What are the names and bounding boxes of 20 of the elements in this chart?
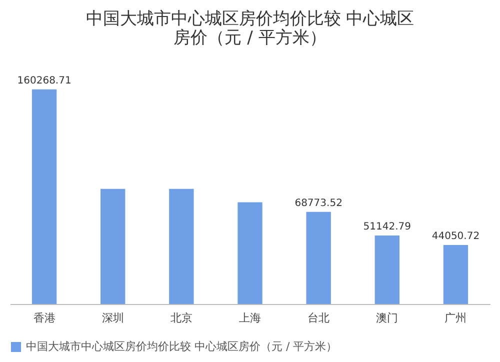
- data-label: 160268.71: [17, 75, 72, 86]
- bar: [374, 236, 400, 304]
- bar: [169, 188, 194, 304]
- bar: [100, 188, 126, 304]
- chart-title: 中国大城市中心城区房价均价比较 中心城区房价（元 / 平方米）: [86, 9, 414, 48]
- bar: [238, 202, 262, 304]
- x-tick-label: 澳门: [376, 312, 398, 324]
- x-tick-label: 台北: [308, 312, 330, 324]
- x-tick-label: 深圳: [102, 312, 124, 324]
- data-label: 68773.52: [294, 198, 342, 209]
- x-tick-label: 上海: [239, 312, 261, 324]
- data-label: 51142.79: [363, 222, 411, 233]
- bar: [32, 89, 57, 304]
- bar: [443, 245, 468, 304]
- x-tick-label: 广州: [444, 312, 467, 324]
- x-tick-label: 香港: [33, 312, 56, 324]
- legend-label: 中国大城市中心城区房价均价比较 中心城区房价（元 / 平方米）: [26, 340, 338, 353]
- x-tick-label: 北京: [170, 312, 192, 324]
- data-label: 44050.72: [432, 231, 480, 242]
- bar: [306, 212, 331, 304]
